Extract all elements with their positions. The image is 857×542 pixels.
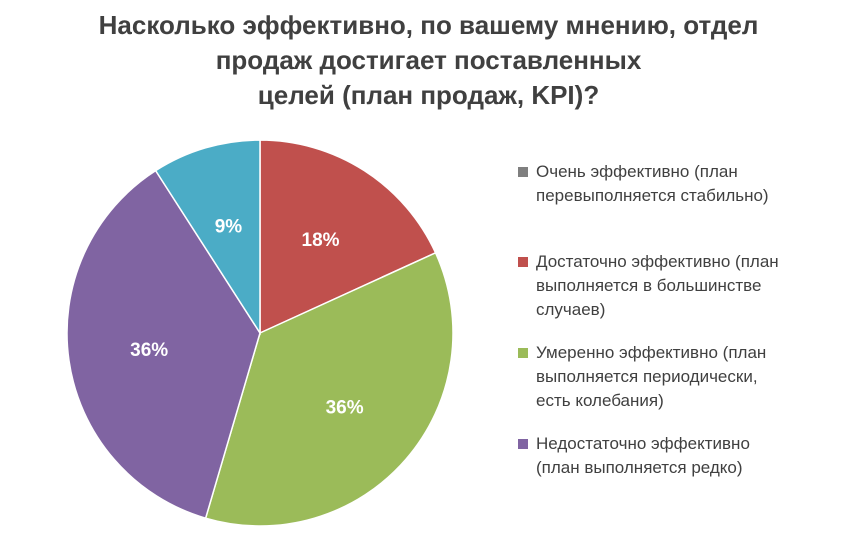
legend-label-line: Недостаточно эффективно <box>536 434 750 453</box>
pie-slice <box>259 139 437 335</box>
legend-swatch <box>518 439 528 449</box>
chart-title: Насколько эффективно, по вашему мнению, … <box>0 8 857 113</box>
legend-swatch <box>518 167 528 177</box>
legend-label-line: случаев) <box>536 300 606 319</box>
data-label: 36% <box>130 340 168 361</box>
legend-label-line: Умеренно эффективно (план <box>536 343 767 362</box>
legend-label: Недостаточно эффективно (план выполняется… <box>536 432 750 480</box>
legend-label: Достаточно эффективно (план выполняется в… <box>536 250 779 322</box>
chart-title-line: продаж достигает поставленных <box>215 45 642 75</box>
pie-slice <box>204 251 454 527</box>
legend-label: Очень эффективно (план перевыполняется ст… <box>536 160 769 208</box>
legend-label-line: есть колебания) <box>536 391 664 410</box>
legend-swatch <box>518 348 528 358</box>
legend-label: Умеренно эффективно (план выполняется пер… <box>536 341 766 413</box>
legend-label-line: выполняется в большинстве <box>536 276 762 295</box>
data-label: 36% <box>326 397 364 418</box>
data-label: 9% <box>215 217 243 238</box>
legend-label-line: (план выполняется редко) <box>536 458 743 477</box>
legend-label-line: выполняется периодически, <box>536 367 758 386</box>
legend-label-line: Очень эффективно (план <box>536 162 738 181</box>
pie-slice <box>66 169 261 520</box>
legend-label-line: перевыполняется стабильно) <box>536 186 769 205</box>
legend-label-line: Достаточно эффективно (план <box>536 252 779 271</box>
chart-title-line: Насколько эффективно, по вашему мнению, … <box>98 10 759 40</box>
data-label: 18% <box>302 230 340 251</box>
pie-slice <box>154 139 261 336</box>
legend-swatch <box>518 257 528 267</box>
chart-title-line: целей (план продаж, KPI)? <box>257 80 600 110</box>
